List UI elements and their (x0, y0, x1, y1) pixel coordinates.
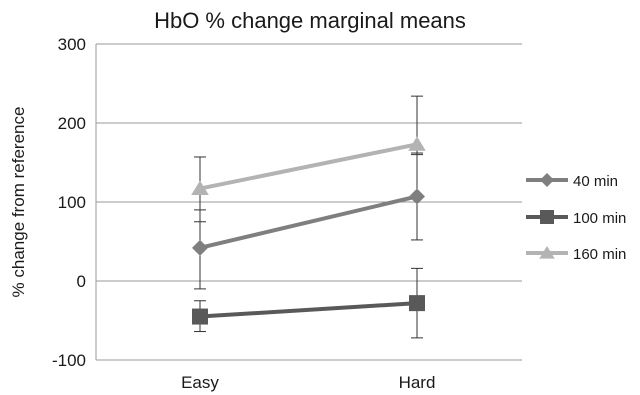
y-tick-label: 200 (58, 114, 86, 133)
gridlines (95, 43, 522, 361)
data-point (408, 136, 426, 151)
legend-marker (539, 246, 555, 259)
y-tick-label: 0 (77, 272, 86, 291)
series-40-min (192, 152, 425, 290)
series-line (199, 194, 418, 250)
series-100-min (192, 267, 425, 339)
legend: 40 min 100 min 160 min (526, 173, 626, 263)
data-point (409, 295, 425, 312)
legend-label: 40 min (573, 173, 618, 190)
y-tick-label: 100 (58, 193, 86, 212)
data-point (192, 308, 208, 325)
legend-item: 160 min (526, 246, 626, 263)
y-tick-label: 300 (58, 35, 86, 54)
series-line (199, 301, 418, 319)
data-point (409, 188, 425, 205)
legend-label: 160 min (573, 246, 626, 263)
legend-marker (540, 210, 554, 224)
series-160-min (191, 95, 426, 223)
legend-label: 100 min (573, 210, 626, 227)
series-line (199, 142, 418, 191)
y-tick-label: -100 (52, 351, 86, 370)
y-axis-label: % change from reference (9, 107, 28, 298)
series-group (191, 95, 426, 339)
data-point (191, 180, 209, 195)
legend-item: 100 min (526, 210, 626, 227)
data-point (192, 239, 208, 256)
legend-marker (540, 173, 554, 187)
x-tick-label: Easy (181, 373, 219, 392)
x-tick-label: Hard (399, 373, 436, 392)
legend-item: 40 min (526, 173, 618, 190)
x-tick-labels: Easy Hard (181, 373, 435, 392)
chart-title: HbO % change marginal means (154, 8, 466, 33)
y-tick-labels: -100 0 100 200 300 (52, 35, 86, 370)
